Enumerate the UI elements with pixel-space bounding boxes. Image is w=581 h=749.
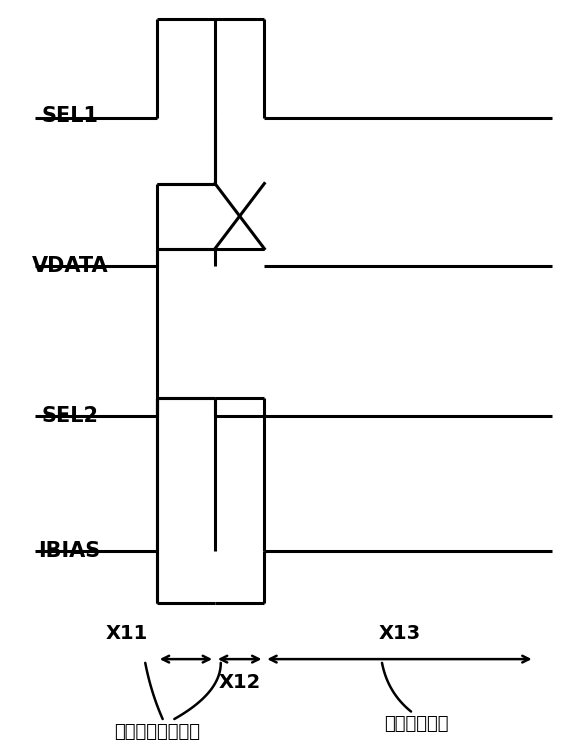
Text: SEL1: SEL1: [41, 106, 98, 126]
Text: 駆動サイクル: 駆動サイクル: [385, 715, 449, 733]
Text: X12: X12: [218, 673, 261, 691]
Text: X13: X13: [378, 624, 421, 643]
Text: SEL2: SEL2: [41, 406, 98, 425]
Text: IBIAS: IBIAS: [38, 541, 101, 560]
Text: X11: X11: [106, 624, 148, 643]
Text: VDATA: VDATA: [31, 256, 108, 276]
Text: プログラミング・: プログラミング・: [114, 723, 200, 741]
